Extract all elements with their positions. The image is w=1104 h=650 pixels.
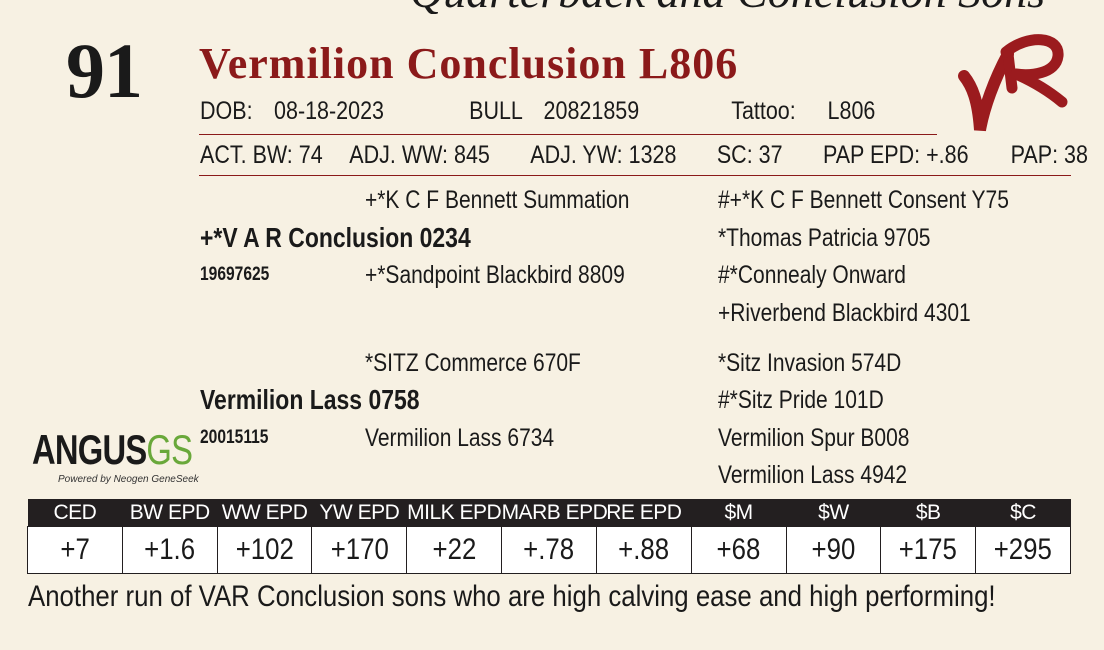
registration-label: BULL	[469, 97, 523, 125]
epd-header-m: $M	[691, 499, 786, 527]
epd-value-b: +175	[880, 526, 977, 574]
epd-table: CED BW EPD WW EPD YW EPD MILK EPD MARB E…	[27, 499, 1071, 574]
epd-value-row: +7 +1.6 +102 +170 +22 +.78 +.88 +68 +90 …	[27, 526, 1071, 574]
epd-value-w-text: +90	[811, 533, 856, 566]
sire: +*V A R Conclusion 0234	[200, 222, 471, 253]
tattoo-label: Tattoo:	[731, 97, 796, 125]
epd-value-ced: +7	[27, 526, 123, 574]
id-row: DOB: 08-18-2023 BULL 20821859 Tattoo: L8…	[200, 97, 875, 126]
epd-value-bw-text: +1.6	[144, 533, 196, 566]
adjusted-yw: ADJ. YW: 1328	[530, 141, 677, 169]
epd-header-yw: YW EPD	[311, 499, 407, 527]
epd-header-marb: MARB EPD	[501, 499, 608, 527]
sire-sire-sire: #+*K C F Bennett Consent Y75	[718, 186, 1009, 214]
epd-value-re: +.88	[595, 526, 692, 574]
logo-tagline: Powered by Neogen GeneSeek	[58, 474, 199, 485]
dam-dam-sire: Vermilion Spur B008	[718, 424, 910, 452]
epd-header-row: CED BW EPD WW EPD YW EPD MILK EPD MARB E…	[27, 499, 1071, 527]
section-header: Quarterback and Conclusion Sons	[410, 0, 1100, 14]
adjusted-ww: ADJ. WW: 845	[349, 141, 490, 169]
epd-header-c: $C	[975, 499, 1071, 527]
epd-value-bw: +1.6	[121, 526, 218, 574]
sire-dam-sire: #*Connealy Onward	[718, 261, 906, 289]
epd-value-marb: +.78	[501, 526, 597, 574]
logo-word-angus: ANGUS	[32, 426, 147, 473]
epd-value-ww-text: +102	[235, 533, 294, 566]
logo-word-gs: GS	[146, 426, 193, 473]
dam-dam-dam: Vermilion Lass 4942	[718, 461, 908, 489]
epd-value-marb-text: +.78	[523, 533, 575, 566]
epd-value-w: +90	[785, 526, 882, 574]
epd-header-b: $B	[880, 499, 976, 527]
vr-brand-icon	[958, 34, 1068, 132]
dob-value: 08-18-2023	[274, 97, 385, 125]
epd-header-ced: CED	[27, 499, 123, 527]
epd-header-bw: BW EPD	[122, 499, 218, 527]
dam: Vermilion Lass 0758	[200, 384, 420, 415]
sire-registration: 19697625	[200, 264, 270, 285]
sire-sire-dam: *Thomas Patricia 9705	[718, 224, 931, 252]
epd-header-re: RE EPD	[596, 499, 692, 527]
epd-header-ww: WW EPD	[217, 499, 312, 527]
pap-value: PAP: 38	[1010, 141, 1088, 169]
epd-value-c-text: +295	[993, 533, 1053, 566]
performance-divider	[199, 175, 1071, 176]
epd-value-m-text: +68	[716, 533, 761, 566]
sire-dam: +*Sandpoint Blackbird 8809	[365, 261, 625, 289]
epd-header-milk: MILK EPD	[406, 499, 502, 527]
actual-bw: ACT. BW: 74	[200, 141, 323, 169]
dam-sire-dam: #*Sitz Pride 101D	[718, 386, 884, 414]
scrotal-circumference: SC: 37	[716, 141, 783, 169]
epd-header-w: $W	[786, 499, 881, 527]
dam-registration: 20015115	[200, 427, 269, 448]
epd-value-milk: +22	[406, 526, 503, 574]
logo-wordmark: ANGUSGS	[32, 426, 193, 473]
pap-epd: PAP EPD: +.86	[822, 141, 969, 169]
id-divider	[199, 134, 937, 135]
epd-value-milk-text: +22	[432, 533, 477, 566]
epd-value-yw-text: +170	[330, 533, 389, 566]
animal-name: Vermilion Conclusion L806	[199, 39, 739, 88]
sire-dam-dam: +Riverbend Blackbird 4301	[718, 299, 971, 327]
epd-value-b-text: +175	[899, 533, 958, 566]
epd-value-re-text: +.88	[618, 533, 670, 566]
registration-value: 20821859	[543, 97, 640, 125]
epd-value-yw: +170	[311, 526, 408, 574]
epd-value-m: +68	[690, 526, 787, 574]
epd-value-ww: +102	[216, 526, 313, 574]
performance-row: ACT. BW: 74 ADJ. WW: 845 ADJ. YW: 1328 S…	[200, 141, 1088, 170]
sire-sire: +*K C F Bennett Summation	[365, 186, 630, 214]
dob-label: DOB:	[200, 97, 253, 125]
lot-number: 91	[66, 27, 143, 114]
tattoo-value: L806	[827, 97, 876, 125]
dam-sire: *SITZ Commerce 670F	[365, 349, 581, 377]
lot-comment: Another run of VAR Conclusion sons who a…	[28, 580, 996, 613]
dam-sire-sire: *Sitz Invasion 574D	[718, 349, 902, 377]
dam-dam: Vermilion Lass 6734	[365, 424, 555, 452]
angus-gs-logo: ANGUSGS Powered by Neogen GeneSeek	[32, 428, 199, 490]
epd-value-ced-text: +7	[60, 533, 90, 566]
epd-value-c: +295	[975, 526, 1071, 574]
